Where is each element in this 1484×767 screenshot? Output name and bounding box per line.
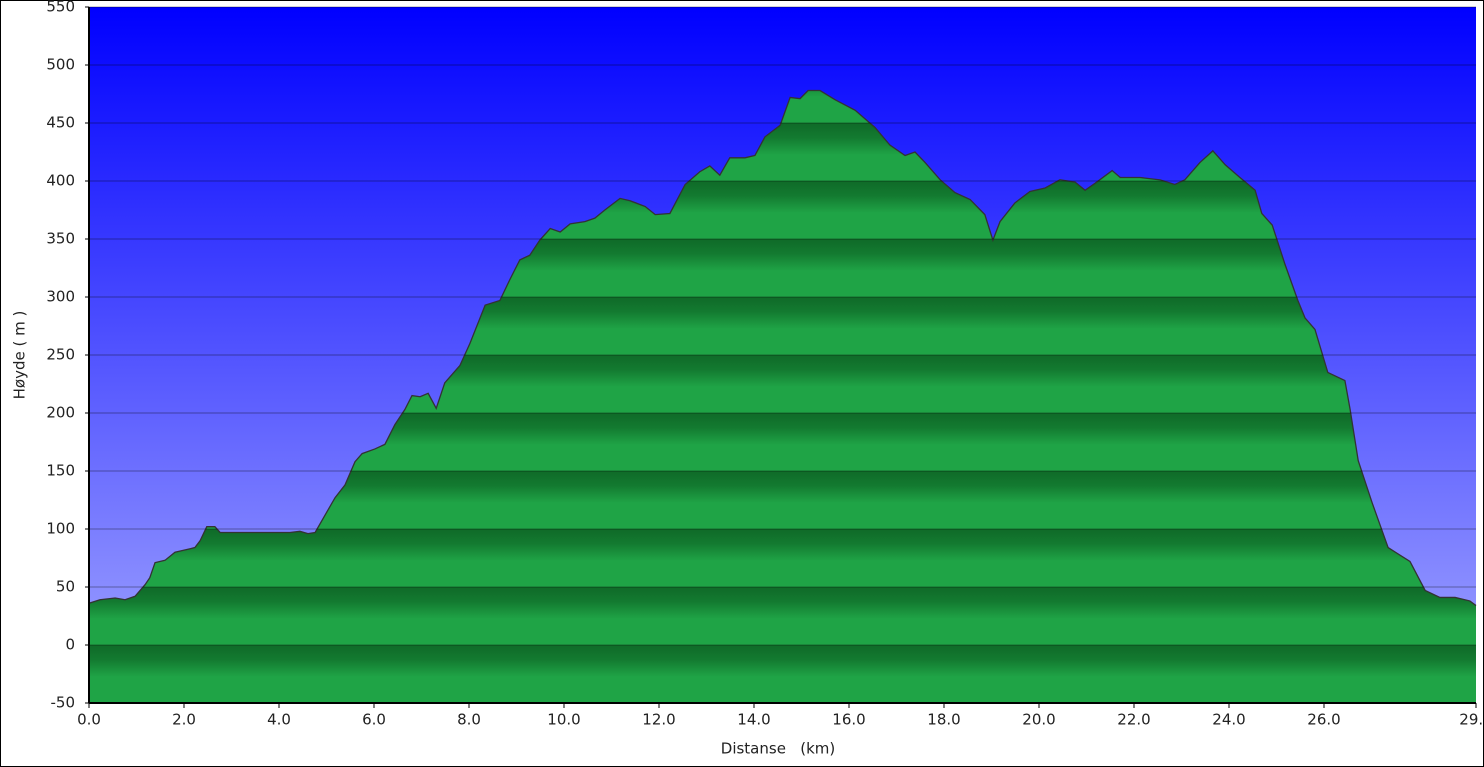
y-tick-label: 250	[46, 346, 75, 364]
y-tick-label: 150	[46, 462, 75, 480]
y-tick-label: 450	[46, 114, 75, 132]
x-tick-label: 4.0	[267, 711, 291, 729]
y-tick-label: -50	[51, 694, 76, 712]
y-axis-label: Høyde ( m )	[11, 311, 29, 400]
x-axis-label: Distanse (km)	[721, 740, 835, 758]
elevation-area	[89, 90, 1476, 703]
x-tick-label: 29.2	[1459, 711, 1484, 729]
x-tick-label: 12.0	[642, 711, 675, 729]
x-tick-label: 26.0	[1307, 711, 1340, 729]
x-tick-label: 14.0	[737, 711, 770, 729]
x-tick-label: 24.0	[1212, 711, 1245, 729]
y-tick-label: 400	[46, 172, 75, 190]
x-tick-label: 16.0	[832, 711, 865, 729]
x-tick-label: 22.0	[1117, 711, 1150, 729]
x-tick-label: 2.0	[172, 711, 196, 729]
x-tick-label: 18.0	[927, 711, 960, 729]
x-tick-label: 0.0	[77, 711, 101, 729]
x-tick-label: 8.0	[457, 711, 481, 729]
y-tick-label: 350	[46, 230, 75, 248]
y-tick-label: 500	[46, 56, 75, 74]
y-tick-label: 0	[65, 636, 75, 654]
y-tick-label: 300	[46, 288, 75, 306]
x-tick-label: 20.0	[1022, 711, 1055, 729]
y-tick-label: 200	[46, 404, 75, 422]
y-tick-label: 50	[56, 578, 75, 596]
x-tick-label: 6.0	[362, 711, 386, 729]
y-tick-label: 550	[46, 0, 75, 16]
elevation-line	[88, 89, 1477, 607]
x-tick-label: 10.0	[547, 711, 580, 729]
y-tick-label: 100	[46, 520, 75, 538]
